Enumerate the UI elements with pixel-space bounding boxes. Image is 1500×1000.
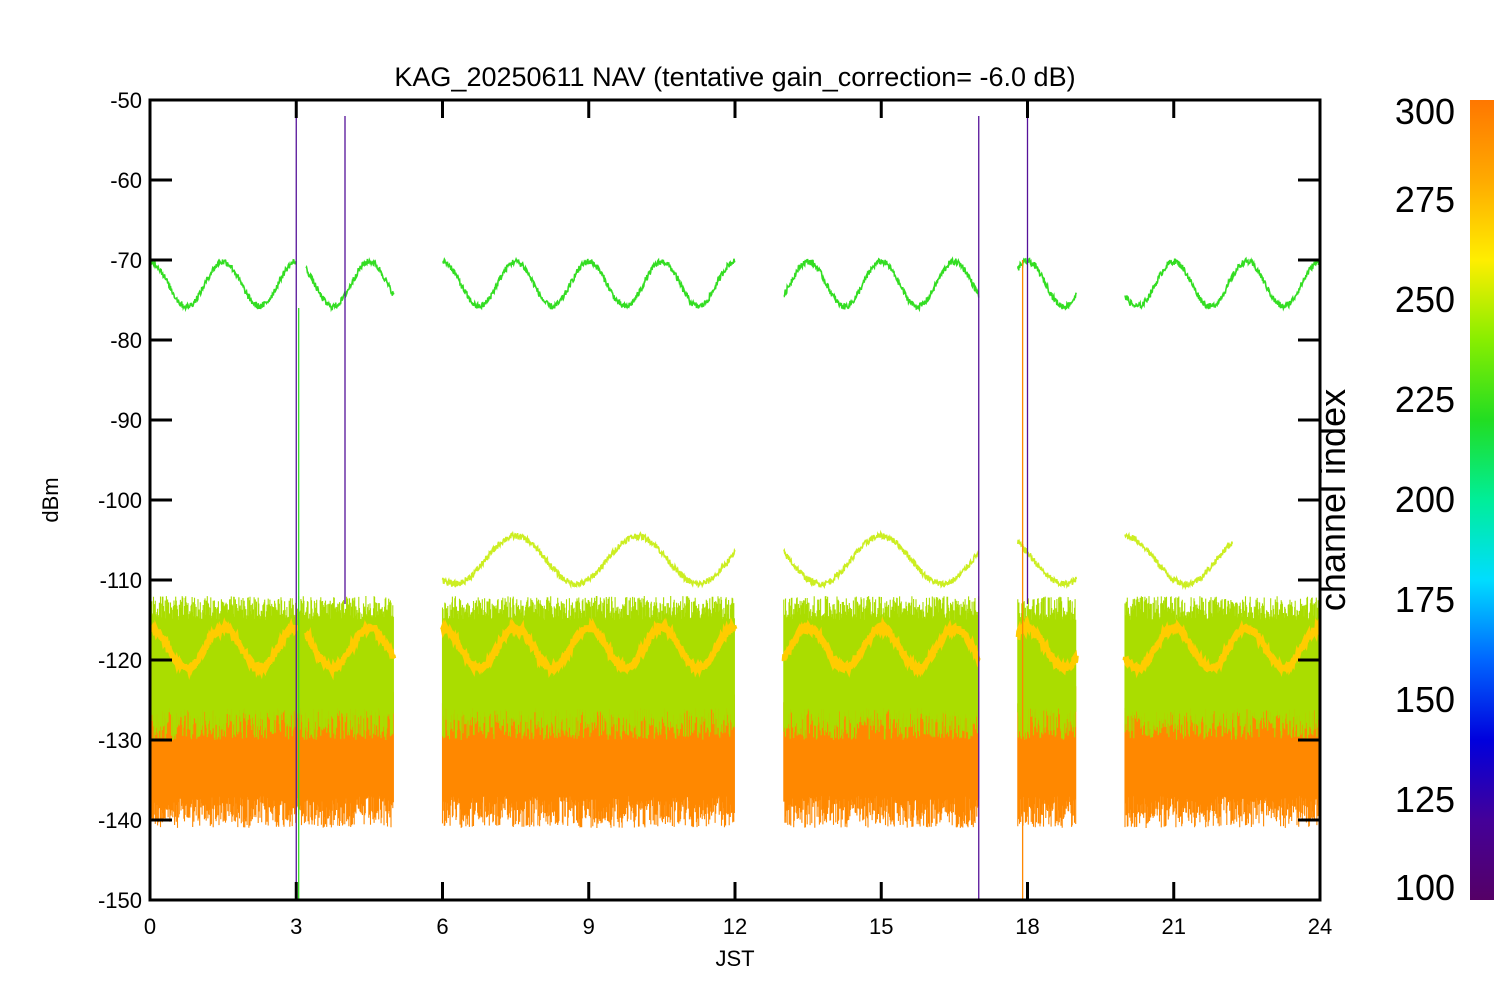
series-line-0-seg-0 [150,258,297,313]
series-line-2-seg-5 [1122,615,1320,679]
y-tick-label: -60 [110,168,142,193]
series-line-0-seg-2 [442,256,736,311]
colorbar [1470,100,1494,900]
colorbar-tick-label: 275 [1395,179,1455,220]
series-line-2-seg-1 [304,619,397,681]
x-tick-label: 0 [144,914,156,939]
plot-area [150,116,1320,900]
x-tick-label: 24 [1308,914,1332,939]
colorbar-tick-label: 225 [1395,379,1455,420]
colorbar-tick-label: 100 [1395,867,1455,908]
noise-band-0-seg-1 [441,684,735,828]
y-tick-label: -80 [110,328,142,353]
axes: 0 3 6 9 12 15 18 21 24 -50 -60 -70 -80 -90 -100 -110 -12… [98,88,1332,939]
y-axis-label: dBm [38,477,63,522]
noise-band-0-seg-3 [1017,684,1077,828]
x-tick-label: 3 [290,914,302,939]
series-line-1-seg-3 [1124,531,1234,591]
colorbar-label: channel index [1312,389,1353,611]
noise-band-0-seg-4 [1124,684,1320,828]
x-tick-label: 6 [436,914,448,939]
series-line-2-seg-3 [781,616,981,678]
y-tick-label: -130 [98,728,142,753]
y-tick-label: -50 [110,88,142,113]
colorbar-tick-label: 200 [1395,479,1455,520]
x-tick-label: 12 [723,914,747,939]
y-tick-label: -110 [100,568,142,593]
colorbar-ticks: 300 275 250 225 200 175 150 125 100 [1395,91,1455,908]
series-line-0-seg-3 [783,256,980,313]
colorbar-tick-label: 175 [1395,579,1455,620]
series-line-2-seg-4 [1015,615,1079,676]
colorbar-tick-label: 125 [1395,779,1455,820]
series-line-1-seg-2 [1017,538,1078,589]
x-axis-label: JST [715,946,754,971]
series-line-1-seg-1 [783,529,980,589]
series-line-2-seg-2 [440,616,738,679]
y-tick-label: -90 [110,408,142,433]
x-tick-label: 18 [1015,914,1039,939]
y-tick-label: -70 [110,248,142,273]
series-line-2-seg-0 [150,617,299,681]
series-line-1-seg-0 [441,530,736,589]
series-line-0-seg-4 [1017,257,1078,311]
colorbar-tick-label: 300 [1395,91,1455,132]
chart-title: KAG_20250611 NAV (tentative gain_correct… [394,62,1075,92]
y-tick-label: -100 [98,488,142,513]
x-tick-label: 15 [869,914,893,939]
series-line-0-seg-1 [305,257,395,313]
colorbar-tick-label: 250 [1395,279,1455,320]
series-line-0-seg-5 [1124,256,1320,312]
colorbar-tick-label: 150 [1395,679,1455,720]
x-tick-label: 21 [1162,914,1186,939]
y-tick-label: -120 [98,648,142,673]
noise-band-0-seg-0 [150,684,394,828]
y-tick-label: -150 [98,888,142,913]
y-tick-label: -140 [98,808,142,833]
x-tick-label: 9 [583,914,595,939]
noise-band-0-seg-2 [783,684,980,828]
